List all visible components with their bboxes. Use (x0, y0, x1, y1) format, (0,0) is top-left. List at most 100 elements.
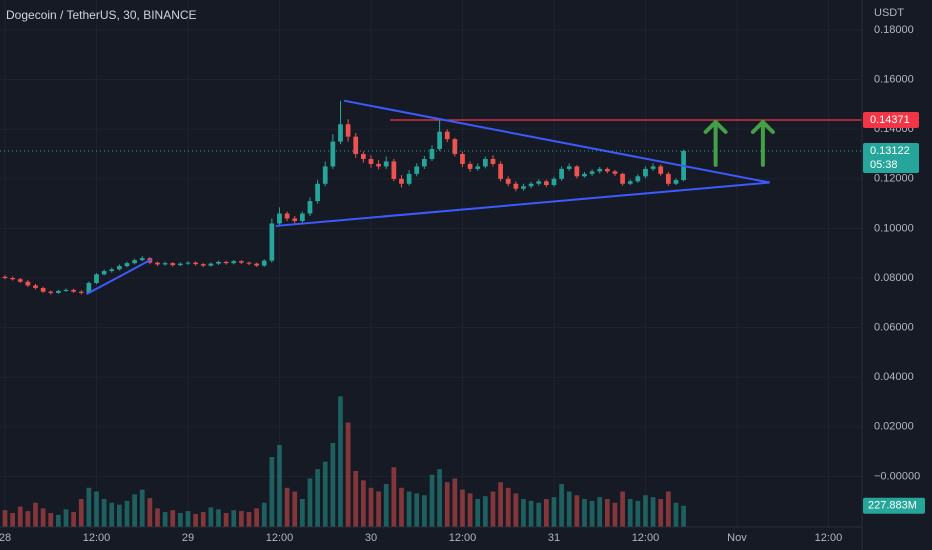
candle-body (391, 161, 397, 179)
candle-body (658, 166, 664, 174)
x-tick-label: 31 (548, 532, 560, 544)
y-axis-label: USDT (874, 7, 904, 19)
x-tick-label: 12:00 (815, 532, 843, 544)
volume-bar (574, 495, 580, 527)
volume-bar (490, 491, 496, 527)
volume-bar (101, 499, 107, 527)
candle-body (223, 261, 229, 264)
volume-bar (543, 499, 549, 527)
trendline (343, 99, 770, 184)
volume-bar (254, 508, 259, 527)
candle-body (238, 261, 244, 263)
volume-bar (25, 511, 31, 527)
volume-bar (498, 482, 503, 527)
candle-body (383, 161, 389, 167)
candle-body (406, 173, 412, 184)
candle-body (307, 201, 313, 214)
volume-bar (132, 494, 137, 527)
volume-bar (376, 491, 381, 527)
candle-body (543, 181, 549, 186)
volume-bar (315, 469, 320, 527)
volume-bar (10, 513, 15, 527)
candle-body (559, 168, 564, 179)
x-tick-label: 12:00 (83, 532, 111, 544)
y-tick-label: 0.04000 (874, 371, 914, 383)
candle-body (86, 282, 92, 293)
volume-bar (452, 478, 458, 527)
candle-body (444, 131, 450, 140)
candle-body (94, 274, 99, 283)
volume-bar (437, 469, 442, 527)
candle-body (513, 183, 519, 189)
volume-bar (338, 396, 343, 527)
volume-bar (2, 510, 8, 527)
candle-body (528, 183, 534, 187)
volume-bar (421, 495, 427, 527)
candle-body (315, 183, 320, 202)
candle-body (665, 173, 671, 184)
volume-bar (391, 467, 397, 527)
candle-body (521, 186, 526, 189)
last-price-label: 0.13122 (870, 145, 910, 157)
volume-bar (635, 500, 641, 527)
candle-body (292, 218, 298, 221)
candle-body (650, 166, 656, 169)
candle-body (254, 263, 259, 266)
y-tick-label: −0.00000 (874, 470, 920, 482)
volume-bar (475, 499, 481, 527)
candle-body (612, 171, 618, 174)
candle-body (277, 213, 282, 224)
candle-body (399, 178, 404, 184)
volume-bar (299, 499, 305, 527)
volume-bar (406, 491, 412, 527)
candle-body (25, 281, 31, 286)
candle-body (475, 166, 481, 169)
chart-title: Dogecoin / TetherUS, 30, BINANCE (6, 8, 197, 22)
volume-bar (155, 508, 160, 527)
candle-body (170, 263, 176, 266)
volume-bar (322, 461, 328, 527)
candle-body (261, 260, 267, 266)
x-tick-label: Nov (727, 532, 747, 544)
volume-bar (124, 500, 130, 527)
volume-bar (345, 422, 351, 527)
candle-body (10, 278, 15, 280)
y-tick-label: 0.06000 (874, 322, 914, 334)
x-tick-label: 12:00 (266, 532, 294, 544)
candle-body (376, 163, 381, 167)
candle-body (414, 166, 420, 174)
candle-body (155, 262, 160, 265)
volume-tag-label: 227.883M (868, 500, 917, 512)
y-tick-label: 0.02000 (874, 421, 914, 433)
candle-body (2, 276, 8, 279)
volume-bar (566, 491, 572, 527)
volume-bar (139, 489, 145, 527)
volume-bar (482, 496, 488, 527)
candle-body (620, 173, 625, 184)
candle-body (627, 181, 633, 184)
y-tick-label: 0.18000 (874, 24, 914, 36)
candle-body (498, 163, 503, 179)
candle-body (216, 261, 221, 264)
volume-bar (589, 500, 595, 527)
volume-bar (94, 491, 99, 527)
candle-body (345, 124, 351, 137)
volume-bar (650, 497, 656, 527)
volume-bar (147, 498, 153, 527)
candle-body (505, 178, 511, 184)
volume-bar (307, 478, 313, 527)
volume-bar (277, 444, 282, 527)
x-tick-label: 29 (182, 532, 194, 544)
y-tick-label: 0.08000 (874, 272, 914, 284)
volume-bar (681, 505, 686, 527)
arrow (703, 120, 728, 167)
volume-bar (665, 491, 671, 527)
volume-bar (360, 480, 366, 527)
candle-body (48, 291, 54, 293)
candle-body (299, 213, 305, 221)
candle-body (178, 263, 183, 266)
volume-bar (627, 499, 633, 527)
y-tick-label: 0.12000 (874, 173, 914, 185)
candle-body (40, 287, 46, 292)
